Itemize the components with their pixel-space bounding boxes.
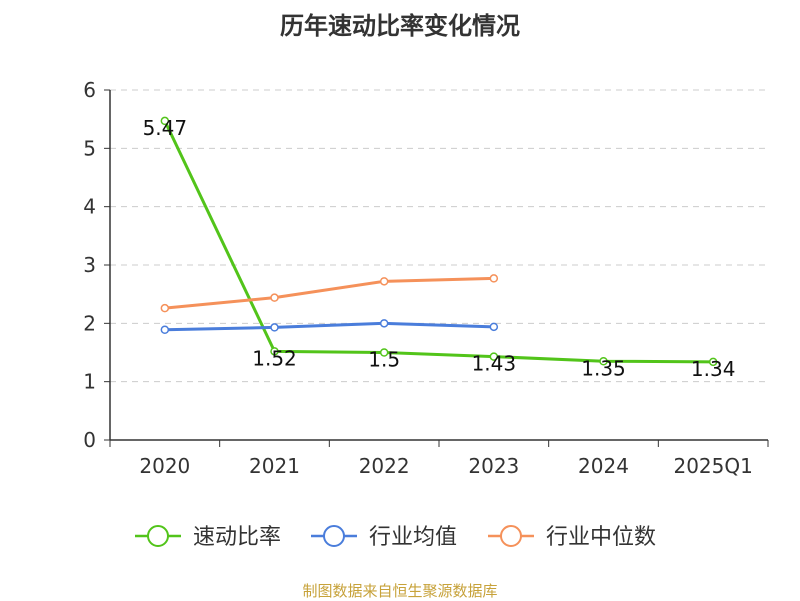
data-label: 1.43 bbox=[472, 352, 517, 376]
data-point bbox=[270, 293, 279, 302]
data-point bbox=[270, 323, 279, 332]
x-tick-label: 2022 bbox=[359, 454, 410, 478]
source-note: 制图数据来自恒生聚源数据库 bbox=[302, 582, 498, 600]
chart-title: 历年速动比率变化情况 bbox=[280, 12, 520, 40]
legend-marker bbox=[323, 525, 345, 547]
y-tick-label: 5 bbox=[83, 136, 96, 160]
data-label: 1.5 bbox=[368, 348, 400, 372]
y-tick-label: 0 bbox=[83, 428, 96, 452]
data-label: 1.34 bbox=[691, 357, 736, 381]
data-point bbox=[599, 357, 608, 366]
data-point bbox=[160, 303, 170, 313]
y-tick-label: 2 bbox=[83, 311, 96, 335]
legend-label: 速动比率 bbox=[193, 525, 281, 550]
y-tick-label: 4 bbox=[83, 195, 96, 219]
series-line bbox=[164, 276, 494, 310]
legend-label: 行业中位数 bbox=[546, 525, 656, 550]
data-point bbox=[270, 347, 279, 356]
data-point bbox=[708, 357, 718, 367]
data-point bbox=[379, 277, 389, 286]
y-tick-label: 6 bbox=[83, 78, 96, 102]
x-tick-label: 2021 bbox=[249, 454, 300, 478]
x-tick-label: 2024 bbox=[578, 454, 629, 478]
legend-marker bbox=[500, 525, 522, 547]
x-tick-label: 2025Q1 bbox=[673, 454, 752, 478]
data-point bbox=[489, 352, 499, 361]
legend-marker bbox=[147, 525, 169, 547]
y-tick-label: 1 bbox=[83, 370, 96, 394]
data-point bbox=[160, 325, 170, 334]
data-point bbox=[379, 348, 389, 357]
data-point bbox=[489, 322, 499, 332]
data-point bbox=[379, 319, 389, 328]
data-label: 5.47 bbox=[143, 116, 188, 140]
data-point bbox=[489, 274, 499, 283]
data-point bbox=[160, 116, 170, 126]
data-label: 1.35 bbox=[581, 356, 626, 380]
x-tick-label: 2023 bbox=[468, 454, 519, 478]
y-tick-label: 3 bbox=[83, 253, 96, 277]
legend-label: 行业均值 bbox=[369, 525, 457, 550]
series-line bbox=[164, 321, 494, 332]
series-line bbox=[163, 120, 714, 364]
x-tick-label: 2020 bbox=[139, 454, 190, 478]
data-label: 1.52 bbox=[252, 346, 297, 370]
